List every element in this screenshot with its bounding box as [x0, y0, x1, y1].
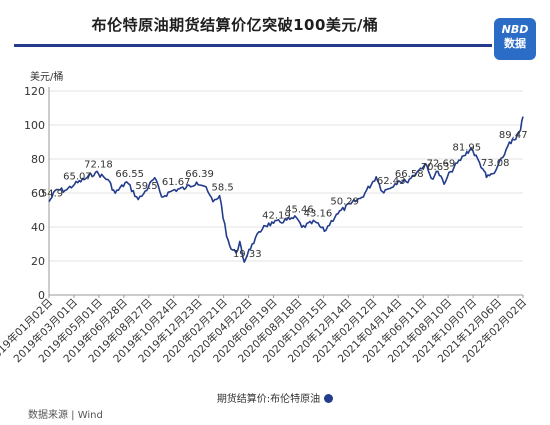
- data-label: 66.58: [395, 169, 424, 180]
- y-tick-label: 80: [31, 153, 45, 166]
- data-label: 81.95: [452, 143, 481, 154]
- data-label: 70.63: [421, 162, 450, 173]
- y-tick-label: 20: [31, 255, 45, 268]
- data-label: 58.5: [211, 183, 233, 194]
- data-label: 66.55: [115, 169, 144, 180]
- axes: 美元/桶0204060801001202019年01月02日2019年03月01…: [0, 70, 529, 365]
- legend: 期货结算价:布伦特原油: [0, 390, 550, 405]
- logo-line1: NBD: [501, 23, 529, 36]
- y-tick-label: 40: [31, 221, 45, 234]
- y-axis-title: 美元/桶: [30, 70, 63, 83]
- data-label: 54.9: [41, 189, 63, 200]
- data-label: 45.46: [285, 205, 314, 216]
- chart-title: 布伦特原油期货结算价亿突破100美元/桶: [91, 16, 379, 34]
- y-tick-label: 60: [31, 187, 45, 200]
- y-tick-label: 0: [38, 289, 45, 302]
- y-tick-label: 120: [24, 85, 45, 98]
- data-label: 43.16: [304, 209, 333, 220]
- data-label: 59.5: [135, 181, 157, 192]
- data-label: 66.39: [185, 169, 214, 180]
- data-source: 数据来源 | Wind: [28, 410, 103, 421]
- legend-marker: [324, 394, 334, 403]
- data-label: 50.29: [330, 197, 359, 208]
- data-label: 62.43: [377, 176, 406, 187]
- chart-header: 布伦特原油期货结算价亿突破100美元/桶 NBD 数据: [0, 0, 550, 60]
- title-underline: [14, 44, 492, 47]
- nbd-logo: NBD 数据: [494, 18, 536, 60]
- legend-series-name: 期货结算价:布伦特原油: [216, 394, 321, 405]
- data-label: 72.18: [84, 159, 113, 170]
- data-label: 73.08: [481, 158, 510, 169]
- logo-line2: 数据: [504, 37, 526, 50]
- series-line: [48, 116, 524, 263]
- series-layer: [48, 116, 524, 263]
- data-label: 65.07: [63, 171, 92, 182]
- data-label: 19.33: [233, 249, 262, 260]
- data-label: 89.47: [499, 130, 528, 141]
- y-tick-label: 100: [24, 119, 45, 132]
- data-label: 61.67: [162, 177, 191, 188]
- data-label: 72.69: [427, 158, 456, 169]
- grid-lines: [49, 90, 523, 262]
- data-label: 42.19: [262, 210, 291, 221]
